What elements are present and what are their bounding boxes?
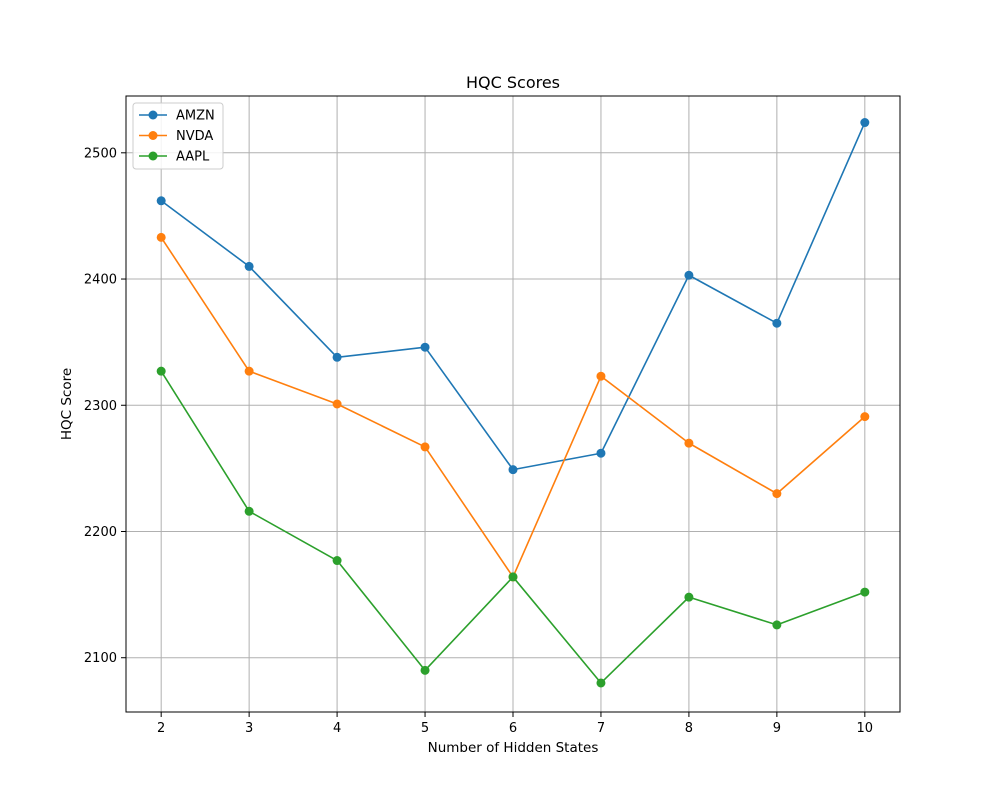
x-tick-label: 8 bbox=[685, 721, 693, 736]
y-tick-label: 2400 bbox=[84, 273, 117, 288]
data-point-amzn bbox=[860, 118, 870, 128]
data-point-amzn bbox=[332, 352, 342, 362]
data-point-aapl bbox=[684, 592, 694, 602]
series-aapl bbox=[156, 366, 870, 688]
data-point-nvda bbox=[156, 232, 166, 242]
data-point-aapl bbox=[596, 678, 606, 688]
x-tick-label: 7 bbox=[597, 721, 605, 736]
x-axis: 2 3 4 5 6 7 8 9 10 bbox=[157, 712, 873, 736]
data-point-amzn bbox=[596, 448, 606, 458]
data-point-amzn bbox=[244, 261, 254, 271]
y-axis: 2100 2200 2300 2400 2500 bbox=[84, 146, 126, 666]
x-tick-label: 5 bbox=[421, 721, 429, 736]
series-layer bbox=[156, 118, 870, 688]
series-amzn bbox=[156, 118, 870, 475]
data-point-amzn bbox=[156, 196, 166, 206]
legend-label-nvda: NVDA bbox=[176, 129, 213, 144]
grid bbox=[126, 96, 900, 712]
x-tick-label: 10 bbox=[857, 721, 874, 736]
data-point-amzn bbox=[420, 342, 430, 352]
data-point-aapl bbox=[508, 572, 518, 582]
legend-label-amzn: AMZN bbox=[176, 109, 215, 124]
x-tick-label: 4 bbox=[333, 721, 341, 736]
data-point-nvda bbox=[420, 442, 430, 452]
legend-marker-aapl bbox=[148, 151, 158, 161]
data-point-amzn bbox=[508, 465, 518, 475]
legend: AMZN NVDA AAPL bbox=[132, 102, 224, 170]
data-point-aapl bbox=[332, 556, 342, 566]
data-point-aapl bbox=[244, 506, 254, 516]
y-tick-label: 2300 bbox=[84, 399, 117, 414]
data-point-nvda bbox=[772, 489, 782, 499]
chart-title: HQC Scores bbox=[466, 73, 560, 92]
x-tick-label: 3 bbox=[245, 721, 253, 736]
data-point-nvda bbox=[684, 438, 694, 448]
legend-label-aapl: AAPL bbox=[176, 150, 210, 165]
data-point-aapl bbox=[156, 366, 166, 376]
y-tick-label: 2100 bbox=[84, 651, 117, 666]
data-point-nvda bbox=[860, 412, 870, 422]
data-point-aapl bbox=[860, 587, 870, 597]
data-point-amzn bbox=[772, 318, 782, 328]
data-point-nvda bbox=[244, 366, 254, 376]
x-tick-label: 6 bbox=[509, 721, 517, 736]
data-point-aapl bbox=[420, 665, 430, 675]
x-axis-label: Number of Hidden States bbox=[428, 740, 599, 756]
legend-marker-amzn bbox=[148, 110, 158, 120]
data-point-nvda bbox=[596, 371, 606, 381]
data-point-amzn bbox=[684, 270, 694, 280]
y-tick-label: 2500 bbox=[84, 146, 117, 161]
x-tick-label: 9 bbox=[773, 721, 781, 736]
legend-marker-nvda bbox=[148, 131, 158, 140]
data-point-aapl bbox=[772, 620, 782, 630]
data-point-nvda bbox=[332, 399, 342, 409]
x-tick-label: 2 bbox=[157, 721, 165, 736]
y-axis-label: HQC Score bbox=[59, 368, 75, 440]
y-tick-label: 2200 bbox=[84, 525, 117, 540]
